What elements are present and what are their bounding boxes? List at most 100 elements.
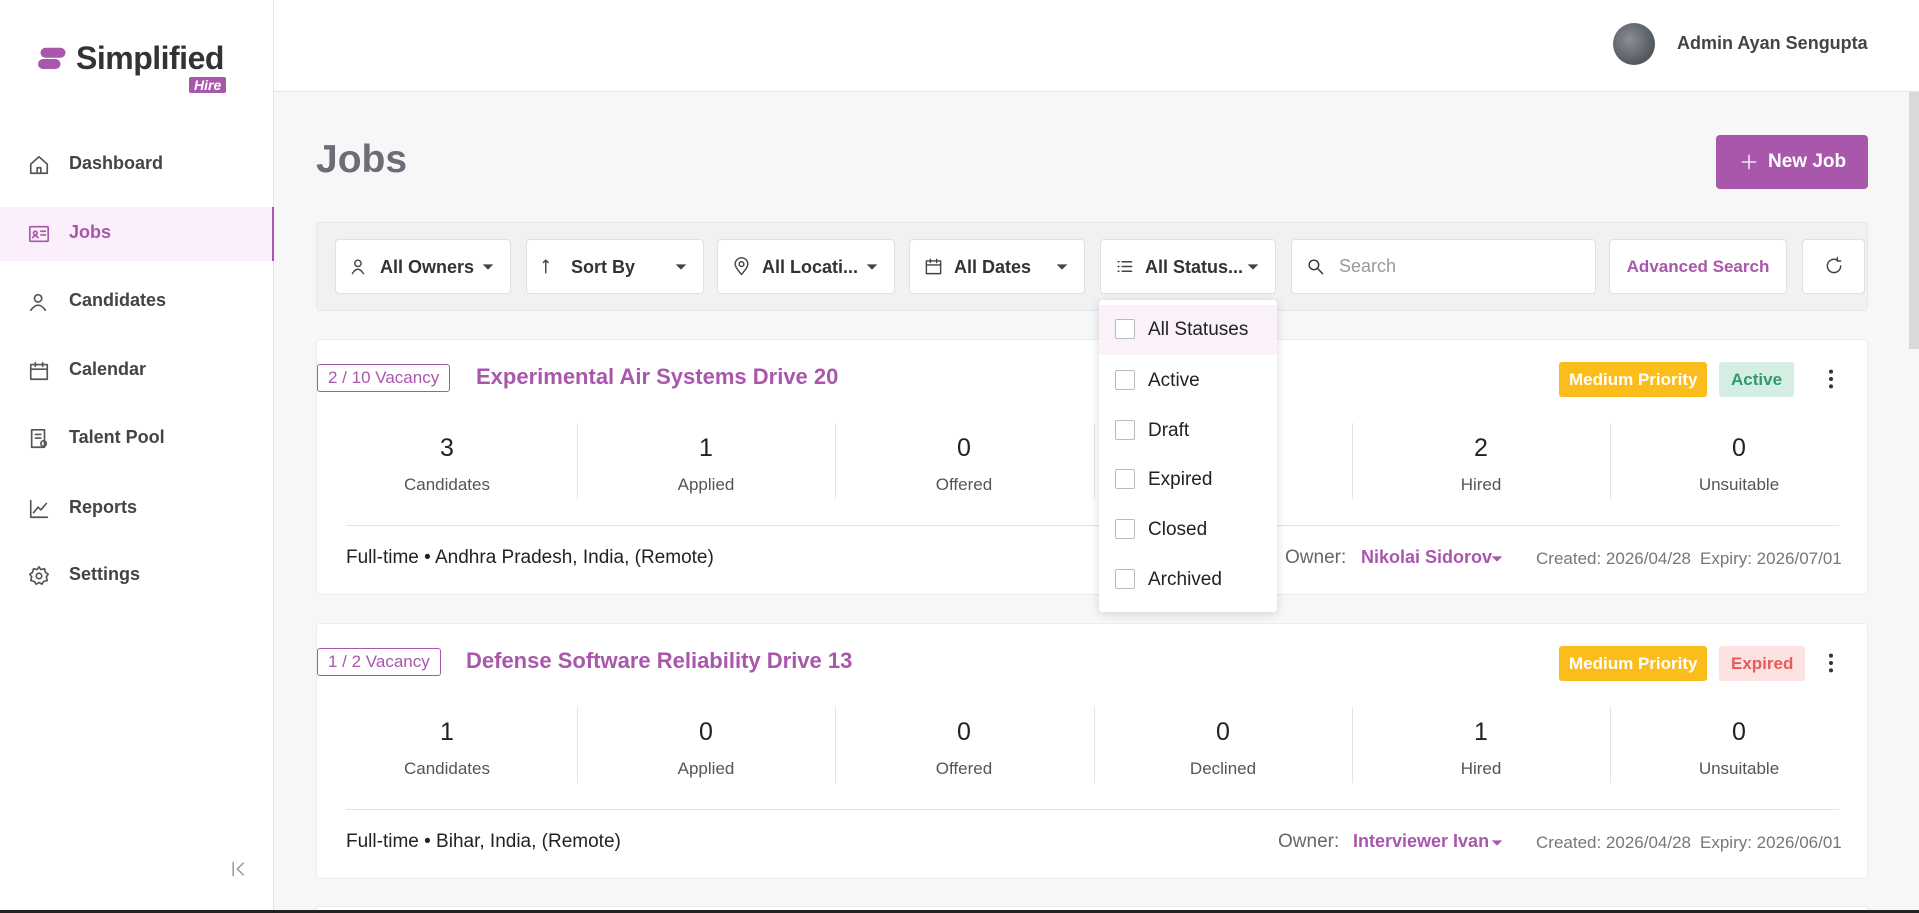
filter-dropdown[interactable]: All Dates [909,239,1085,294]
stat-divider [1352,423,1353,499]
refresh-button[interactable] [1802,239,1865,294]
job-title[interactable]: Experimental Air Systems Drive 20 [476,364,839,389]
sidebar: Simplified Hire Dashboard Jobs Candidates Cal… [0,0,274,913]
filter-label: Sort By [571,257,636,277]
stat-label: Offered [935,475,993,494]
job-meta: Full-time • Andhra Pradesh, India, (Remo… [346,547,714,568]
filter-dropdown[interactable]: All Owners [335,239,511,294]
status-checkbox[interactable] [1115,420,1135,440]
filter-bar: All Owners Sort By All Locati... All Dates A… [316,222,1868,311]
nav-item[interactable]: Reports [0,482,274,536]
search-input[interactable]: Search [1291,239,1596,294]
status-option-label: Draft [1148,420,1190,441]
new-job-button[interactable]: New Job [1716,135,1868,189]
status-checkbox[interactable] [1115,469,1135,489]
filter-dropdown[interactable]: All Status... [1100,239,1276,294]
stat-value: 1 [440,718,454,746]
nav-label: Jobs [69,222,112,242]
nav-icon [28,154,50,176]
stat-label: Applied [677,475,735,494]
nav-icon [28,360,50,382]
status-checkbox[interactable] [1115,569,1135,589]
stat-divider [1094,423,1095,499]
stat-value: 1 [699,434,713,462]
user-name[interactable]: Admin Ayan Sengupta [1677,33,1868,53]
page-title: Jobs [316,138,408,181]
card-divider [346,809,1839,810]
stat-value: 2 [1474,434,1488,462]
filter-icon [1115,257,1134,276]
filter-label: All Status... [1145,257,1244,277]
status-option[interactable]: All Statuses [1099,305,1277,355]
nav-item[interactable]: Dashboard [0,138,274,192]
owner-caret [1489,835,1505,851]
nav-item[interactable]: Candidates [0,275,274,329]
status-checkbox[interactable] [1115,319,1135,339]
nav-icon [28,223,50,245]
vacancy-badge: 1 / 2 Vacancy [317,648,441,676]
stat-divider [1610,423,1611,499]
job-card[interactable]: 1 / 2 Vacancy Defense Software Reliabilit… [316,623,1868,879]
owner-name[interactable]: Interviewer Ivan [1353,831,1490,851]
stat-label: Applied [677,759,735,778]
stat-label: Unsuitable [1698,759,1780,778]
nav-item[interactable]: Settings [0,549,274,603]
status-option[interactable]: Expired [1099,455,1277,505]
stat-label: Hired [1460,475,1502,494]
owner-name[interactable]: Nikolai Sidorov [1361,547,1493,567]
priority-badge: Medium Priority [1559,362,1708,397]
search-icon [1306,257,1325,276]
stat-label: Unsuitable [1698,475,1780,494]
priority-badge: Medium Priority [1559,646,1708,681]
stat-value: 0 [699,718,713,746]
stat-value: 0 [957,434,971,462]
status-option-label: Active [1148,370,1200,391]
filter-icon [732,257,751,276]
stat-divider [835,423,836,499]
nav-item[interactable]: Talent Pool [0,412,274,466]
expiry-date: Expiry: 2026/07/01 [1700,549,1842,568]
status-badge: Active [1719,362,1795,397]
stat-label: Offered [935,759,993,778]
status-badge: Expired [1719,646,1806,681]
stat-label: Hired [1460,759,1502,778]
advanced-search-label: Advanced Search [1626,257,1770,276]
filter-icon [924,257,943,276]
status-checkbox[interactable] [1115,370,1135,390]
kebab-menu [1820,367,1842,391]
stat-divider [577,423,578,499]
filter-caret [1245,259,1261,275]
header: Admin Ayan Sengupta [274,0,1919,92]
filter-caret [673,259,689,275]
owner-label: Owner: [1285,547,1347,568]
bottom-edge [0,910,1919,913]
avatar[interactable] [1613,23,1655,65]
job-card[interactable]: 2 / 10 Vacancy Experimental Air Systems D… [316,339,1868,595]
status-option[interactable]: Closed [1099,505,1277,555]
stat-value: 0 [1216,718,1230,746]
nav-item[interactable]: Jobs [0,207,274,261]
filter-dropdown[interactable]: All Locati... [717,239,895,294]
nav-icon [28,565,50,587]
status-option[interactable]: Draft [1099,406,1277,456]
status-option[interactable]: Archived [1099,555,1277,605]
status-checkbox[interactable] [1115,519,1135,539]
expiry-date: Expiry: 2026/06/01 [1700,833,1842,852]
job-meta: Full-time • Bihar, India, (Remote) [346,831,621,852]
vacancy-badge: 2 / 10 Vacancy [317,364,451,392]
nav-label: Calendar [69,359,147,379]
filter-icon [350,257,369,276]
filter-dropdown[interactable]: Sort By [526,239,704,294]
stat-value: 3 [440,434,454,462]
status-option[interactable]: Active [1099,356,1277,406]
stat-divider [1094,707,1095,783]
advanced-search-button[interactable]: Advanced Search [1609,239,1787,294]
status-dropdown-menu: All Statuses Active Draft Expired Closed Arch… [1099,300,1277,612]
created-date: Created: 2026/04/28 [1536,549,1692,568]
nav-item[interactable]: Calendar [0,344,274,398]
status-option-label: All Statuses [1148,319,1249,340]
filter-label: All Locati... [762,257,859,277]
job-title[interactable]: Defense Software Reliability Drive 13 [466,648,853,673]
logo-text: Simplified [76,40,224,76]
